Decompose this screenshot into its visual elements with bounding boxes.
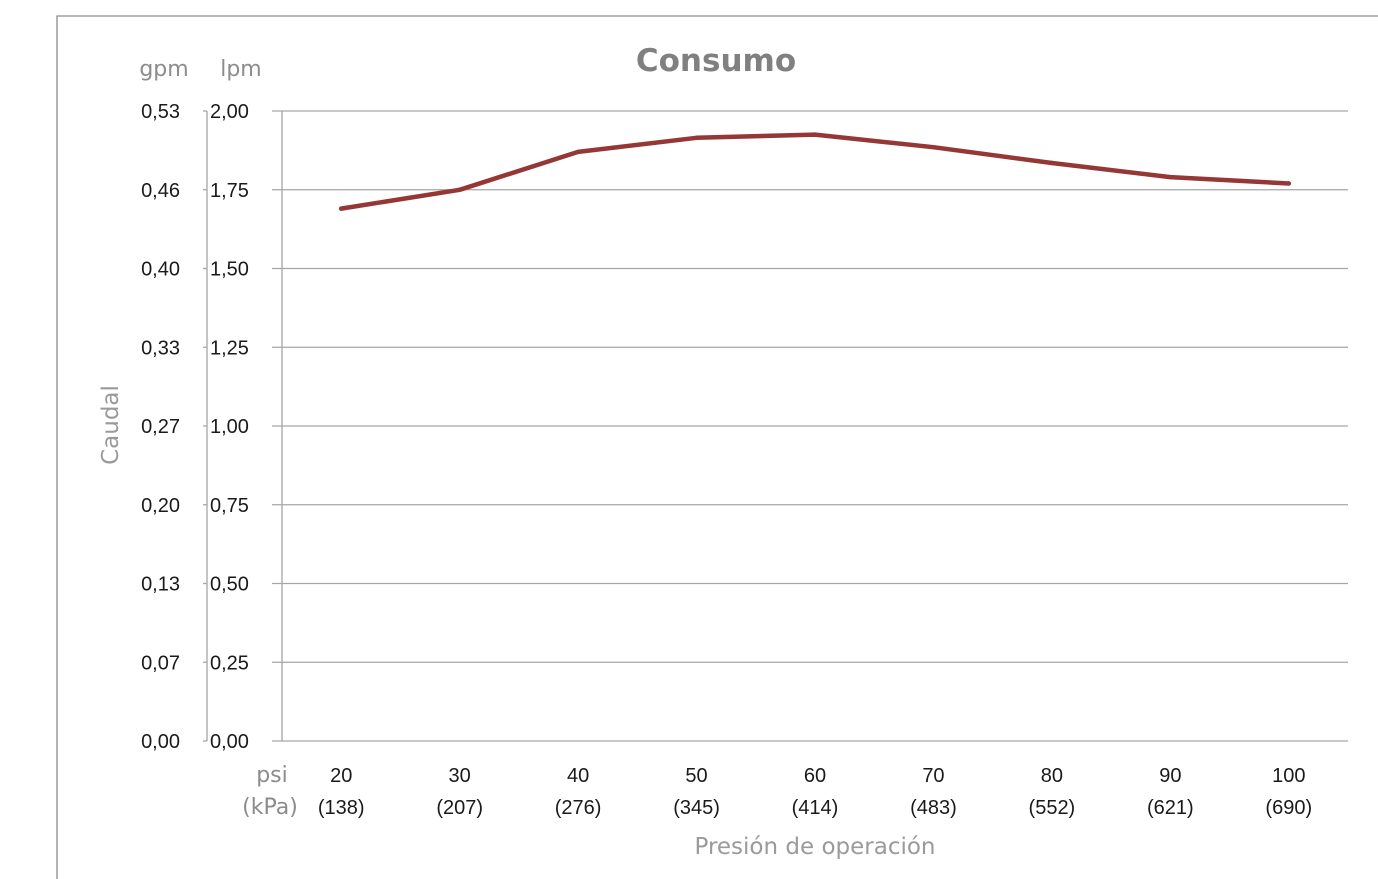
- x-tick-label-psi: 60: [804, 765, 826, 787]
- x-tick-label-psi: 20: [330, 765, 352, 787]
- x-unit-kpa: (kPa): [242, 795, 298, 820]
- data-point: [1286, 181, 1291, 186]
- y-unit-gpm: gpm: [139, 57, 188, 82]
- x-tick-labels: 20 (138) 30 (207) 40 (276) 50 (345) 60 (414) 70 (48…: [318, 765, 1312, 819]
- y-tick-label-gpm: 0,53: [141, 101, 180, 123]
- series-line: [338, 132, 1292, 211]
- x-tick-label-psi: 40: [567, 765, 589, 787]
- y-tick-label-lpm: 1,00: [210, 416, 249, 438]
- y-tick-label-gpm: 0,00: [141, 731, 180, 753]
- y-tick-label-lpm: 2,00: [210, 101, 249, 123]
- y-tick-label-lpm: 0,25: [210, 652, 249, 674]
- x-tick-label-kpa: (483): [910, 797, 957, 819]
- y-tick-label-lpm: 0,00: [210, 731, 249, 753]
- y-tick-label-gpm: 0,07: [141, 652, 180, 674]
- gridlines: [272, 110, 1348, 742]
- x-tick-label-psi: 90: [1159, 765, 1181, 787]
- data-point: [1168, 174, 1173, 180]
- x-tick-label-kpa: (207): [436, 797, 483, 819]
- data-point: [457, 187, 462, 192]
- x-tick-label-kpa: (690): [1265, 797, 1312, 819]
- x-tick-label-psi: 30: [449, 765, 471, 787]
- x-axis-title: Presión de operación: [694, 834, 935, 860]
- y-tick-label-lpm: 1,25: [210, 337, 249, 359]
- x-unit-psi: psi: [256, 763, 288, 788]
- y-tick-label-lpm: 0,50: [210, 574, 249, 596]
- data-point: [339, 206, 344, 211]
- chart-title: Consumo: [636, 43, 796, 79]
- y-axis-title: Caudal: [98, 385, 124, 465]
- y-tick-label-lpm: 0,75: [210, 495, 249, 517]
- x-tick-label-kpa: (276): [555, 797, 602, 819]
- data-point: [812, 132, 818, 137]
- y-tick-label-gpm: 0,33: [141, 337, 180, 359]
- x-tick-label-kpa: (414): [792, 797, 839, 819]
- y-unit-lpm: lpm: [220, 57, 262, 82]
- x-tick-label-psi: 70: [922, 765, 944, 787]
- x-tick-label-kpa: (345): [673, 797, 720, 819]
- chart-frame: [56, 15, 1378, 879]
- data-point: [694, 135, 699, 140]
- y-tick-labels: 0,00 0,00 0,07 0,25 0,13 0,50 0,20 0,75 0,27 1,00…: [141, 101, 249, 753]
- data-point: [1049, 160, 1055, 166]
- x-tick-label-kpa: (621): [1147, 797, 1194, 819]
- y-tick-label-gpm: 0,40: [141, 259, 180, 281]
- y-tick-label-lpm: 1,75: [210, 180, 249, 202]
- y-tick-label-gpm: 0,27: [141, 416, 180, 438]
- y-tick-label-gpm: 0,20: [141, 495, 180, 517]
- y-tick-label-gpm: 0,46: [141, 180, 180, 202]
- series-layer: [338, 132, 1292, 211]
- x-tick-label-kpa: (552): [1029, 797, 1076, 819]
- x-tick-label-psi: 80: [1041, 765, 1063, 787]
- y-tick-label-gpm: 0,13: [141, 574, 180, 596]
- y-tick-label-lpm: 1,50: [210, 259, 249, 281]
- axes: [203, 110, 283, 742]
- data-point: [931, 145, 936, 150]
- data-point: [575, 149, 581, 155]
- x-tick-label-psi: 50: [685, 765, 707, 787]
- x-tick-label-kpa: (138): [318, 797, 365, 819]
- x-tick-label-psi: 100: [1272, 765, 1305, 787]
